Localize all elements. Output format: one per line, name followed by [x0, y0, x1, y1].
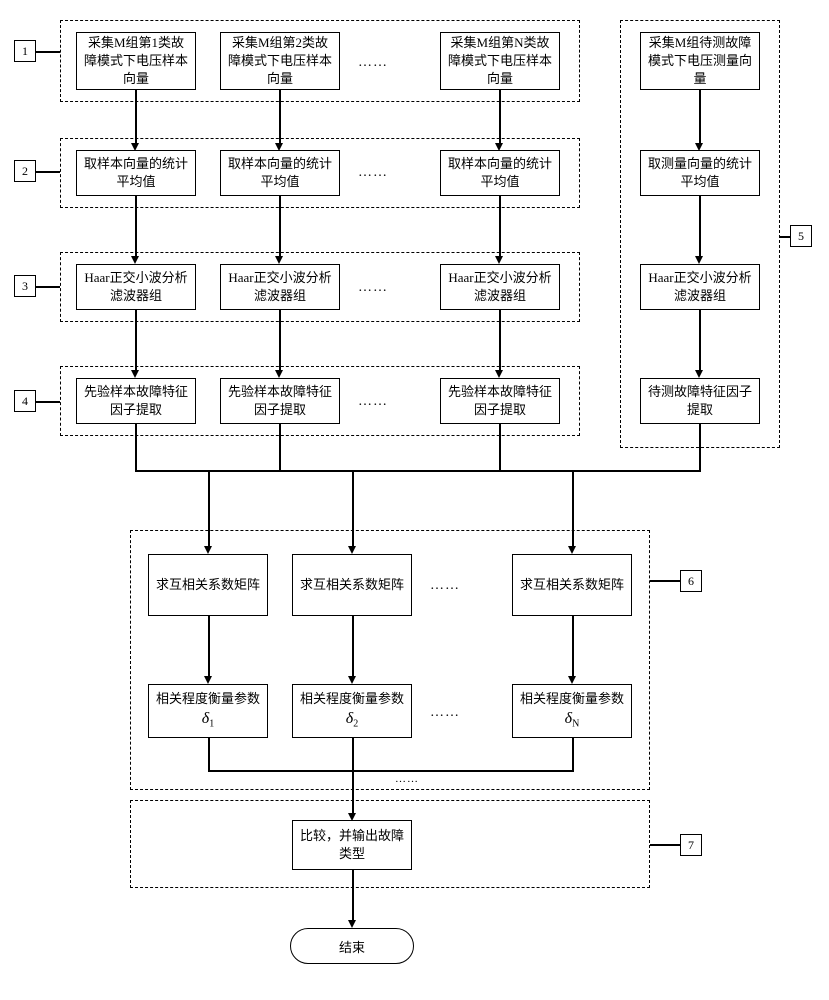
conv-v-1a [135, 424, 137, 470]
arrow-3-1 [135, 310, 137, 372]
row2-box2: 取样本向量的统计平均值 [220, 150, 340, 196]
conv-v-2a [279, 424, 281, 470]
row3-boxR: Haar正交小波分析滤波器组 [640, 264, 760, 310]
label1-line [36, 51, 60, 53]
arrowhead-6-N [568, 676, 576, 684]
arrow-1-N [499, 90, 501, 145]
row1-box1: 采集M组第1类故障模式下电压样本向量 [76, 32, 196, 90]
group-6-connector [650, 580, 680, 582]
label3-line [36, 286, 60, 288]
row6b-box2: 相关程度衡量参数δ2 [292, 684, 412, 738]
row4-box1: 先验样本故障特征因子提取 [76, 378, 196, 424]
row4-dots: …… [358, 394, 388, 410]
conv-v-Na [499, 424, 501, 470]
arrow-3-N [499, 310, 501, 372]
row6a-box1: 求互相关系数矩阵 [148, 554, 268, 616]
arrowhead-6-2 [348, 676, 356, 684]
arrow-6-N [572, 616, 574, 678]
arrowhead-6-1 [204, 676, 212, 684]
arrow-6-2 [352, 616, 354, 678]
conv-v-Ra [699, 424, 701, 470]
arrowhead-end [348, 920, 356, 928]
arrow-1-R [699, 90, 701, 145]
conv-hline [135, 470, 701, 472]
row6b-box1: 相关程度衡量参数δ1 [148, 684, 268, 738]
row2-boxR: 取测量向量的统计平均值 [640, 150, 760, 196]
row6a-dots: …… [430, 578, 460, 594]
row2-box1: 取样本向量的统计平均值 [76, 150, 196, 196]
arrow-2-2 [279, 196, 281, 258]
conv7-v2 [352, 738, 354, 770]
row6b-1-pre: 相关程度衡量参数 [156, 691, 260, 706]
conv7-vN [572, 738, 574, 770]
group-5-label: 5 [790, 225, 812, 247]
group-4-label: 4 [14, 390, 36, 412]
arrow-2-N [499, 196, 501, 258]
arrowhead-3-R [695, 370, 703, 378]
row4-boxN: 先验样本故障特征因子提取 [440, 378, 560, 424]
group-2-label: 2 [14, 160, 36, 182]
delta-2-sub: 2 [353, 719, 358, 730]
row3-box2: Haar正交小波分析滤波器组 [220, 264, 340, 310]
row6a-boxN: 求互相关系数矩阵 [512, 554, 632, 616]
arrow-6-1 [208, 616, 210, 678]
group-6-label: 6 [680, 570, 702, 592]
group-1-label: 1 [14, 40, 36, 62]
row1-boxR: 采集M组待测故障模式下电压测量向量 [640, 32, 760, 90]
delta-N: δ [565, 710, 572, 727]
label4-line [36, 401, 60, 403]
row1-boxN: 采集M组第N类故障模式下电压样本向量 [440, 32, 560, 90]
row3-dots: …… [358, 280, 388, 296]
row7-box: 比较，并输出故障类型 [292, 820, 412, 870]
row2-boxN: 取样本向量的统计平均值 [440, 150, 560, 196]
arrow-3-R [699, 310, 701, 372]
row6b-boxN: 相关程度衡量参数 δN [512, 684, 632, 738]
row6b-dots: …… [430, 705, 460, 721]
delta-1-sub: 1 [209, 719, 214, 730]
row6a-box2: 求互相关系数矩阵 [292, 554, 412, 616]
row3-box1: Haar正交小波分析滤波器组 [76, 264, 196, 310]
row1-dots: …… [358, 55, 388, 71]
arrow-end [352, 870, 354, 922]
conv7-v1 [208, 738, 210, 770]
arrow-1-2 [279, 90, 281, 145]
group-7-label: 7 [680, 834, 702, 856]
row6b-2-pre: 相关程度衡量参数 [300, 691, 404, 706]
row6b-N-pre: 相关程度衡量参数 [520, 691, 624, 706]
conv7-dots: …… [395, 773, 419, 785]
end-node: 结束 [290, 928, 414, 964]
row3-boxN: Haar正交小波分析滤波器组 [440, 264, 560, 310]
row2-dots: …… [358, 165, 388, 181]
group-7-connector [650, 844, 680, 846]
arrow-2-1 [135, 196, 137, 258]
group-3-label: 3 [14, 275, 36, 297]
label2-line [36, 171, 60, 173]
label5-line [780, 236, 790, 238]
row4-box2: 先验样本故障特征因子提取 [220, 378, 340, 424]
arrow-3-2 [279, 310, 281, 372]
conv7-h [208, 770, 574, 772]
row4-boxR: 待测故障特征因子提取 [640, 378, 760, 424]
arrow-2-R [699, 196, 701, 258]
delta-N-sub: N [572, 719, 579, 730]
arrow-1-1 [135, 90, 137, 145]
row1-box2: 采集M组第2类故障模式下电压样本向量 [220, 32, 340, 90]
arrowhead-2-R [695, 256, 703, 264]
